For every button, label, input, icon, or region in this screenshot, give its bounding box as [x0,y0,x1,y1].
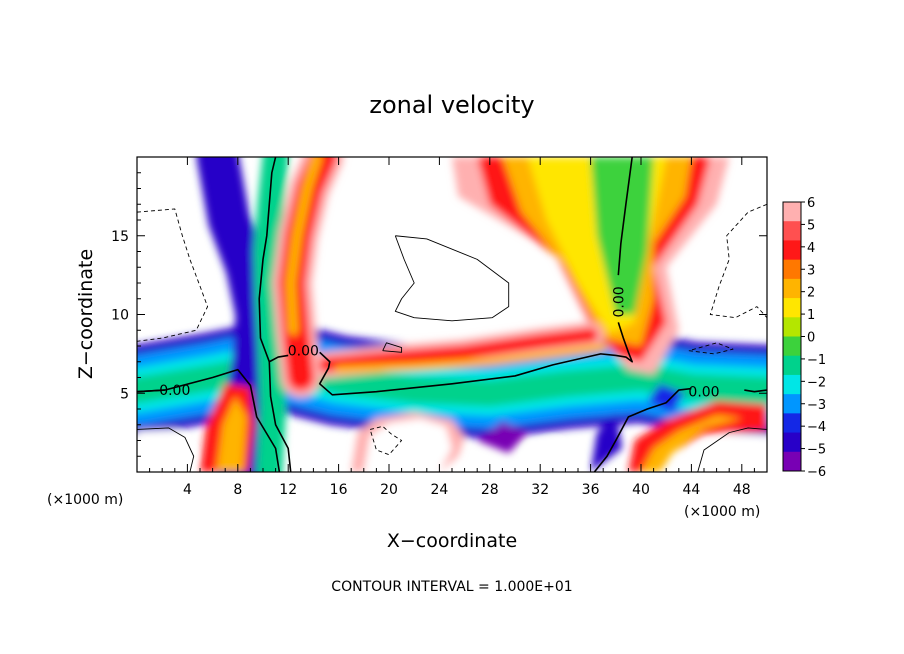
x-tick-label: 40 [632,482,650,498]
contour-negative-lower [369,425,403,456]
plot-area [137,157,767,472]
colorbar-label: 5 [807,218,815,233]
x-axis: 4 8 12 16 20 24 28 32 36 40 44 48 [149,157,755,498]
contour-lower-left [137,427,195,472]
zero-contour-left-lower [137,368,281,472]
field-left-green [253,157,289,472]
colorbar-swatch [783,278,801,299]
y-tick-label: 15 [111,229,129,245]
x-tick-label: 32 [531,482,549,498]
field-purple-blob [477,421,528,454]
y-tick-label: 10 [111,308,129,324]
colorbar-swatch [783,259,801,280]
zero-contour-left-column [258,157,277,363]
x-axis-label: X−coordinate [387,530,517,552]
contour-labels: 0.00 0.00 0.00 0.00 [159,286,719,400]
contour-positive-interior [394,235,510,322]
field-right-lower-orange [641,415,742,472]
zero-contour-left [137,389,165,393]
colorbar-label: 6 [807,196,815,211]
x-unit-right: (×1000 m) [684,504,760,520]
x-tick-label: 28 [481,482,499,498]
zero-contour-jet [318,322,633,396]
colorbar-swatch [783,413,801,434]
colorbar-swatch [783,451,801,472]
x-tick-label: 8 [233,482,242,498]
colorbar-label: −5 [807,443,826,458]
colorbar-label: 3 [807,263,815,278]
colorbar-swatch [783,221,801,241]
x-tick-label: 24 [430,482,448,498]
field-lower-right-calm [691,434,767,472]
zero-contour-right-lower [593,387,692,472]
y-axis-label: Z−coordinate [75,249,97,379]
colorbar-swatch [783,374,801,395]
velocity-field [137,157,767,472]
colorbar-swatch [783,432,801,453]
contour-interval-footer: CONTOUR INTERVAL = 1.000E+01 [331,579,572,595]
colorbar-label: −6 [807,465,826,480]
colorbar-swatch [783,317,801,337]
contour-label: 0.00 [611,286,627,317]
colorbar-label: 4 [807,241,815,256]
zero-contour-right [744,389,767,393]
field-stripe-orange [334,343,608,374]
colorbar-label: 2 [807,286,815,301]
colorbar-swatch [783,202,801,222]
x-tick-label: 16 [330,482,348,498]
x-tick-label: 36 [582,482,600,498]
x-unit-left: (×1000 m) [47,492,123,508]
chart-title: zonal velocity [369,91,534,119]
colorbar-label: 0 [807,331,815,346]
x-tick-label: 12 [279,482,297,498]
field-lower-calm-zone [363,418,452,472]
colorbar-swatch [783,298,801,318]
y-tick-label: 5 [120,386,129,402]
x-tick-label: 20 [380,482,398,498]
x-tick-label: 44 [682,482,700,498]
field-bottom-left-orange [216,396,247,472]
x-tick-label: 48 [733,482,751,498]
contour-negative-right [709,203,767,319]
colorbar-label: −3 [807,398,826,413]
contour-negative-small [688,342,734,355]
field-stripe-red [319,327,598,372]
colorbar-label: −4 [807,420,826,435]
colorbar-label: −1 [807,353,826,368]
contour-label: 0.00 [688,385,719,401]
colorbar-label: −2 [807,375,826,390]
colorbar-swatch [783,394,801,414]
colorbar-swatch [783,355,801,376]
x-tick-label: 4 [183,482,192,498]
field-deep-blue-lobe [590,412,623,472]
contour-small-loop [382,342,403,353]
colorbar-swatch [783,336,801,357]
contour-label: 0.00 [288,344,319,360]
contour-lines [137,157,767,472]
contour-negative-left [137,208,209,342]
zero-contour-plume-upper [617,157,633,276]
contour-lower-right [697,427,767,472]
contour-label: 0.00 [159,383,190,399]
zero-contour-center-low [268,354,292,472]
colorbar-swatch [783,240,801,261]
y-axis: 5 10 15 [111,172,767,457]
field-red-col-orange [285,157,323,336]
colorbar: 6 5 4 3 2 1 0 −1 −2 −3 −4 −5 −6 [782,196,826,480]
colorbar-label: 1 [807,308,815,323]
field-lower-left-calm [137,429,194,472]
